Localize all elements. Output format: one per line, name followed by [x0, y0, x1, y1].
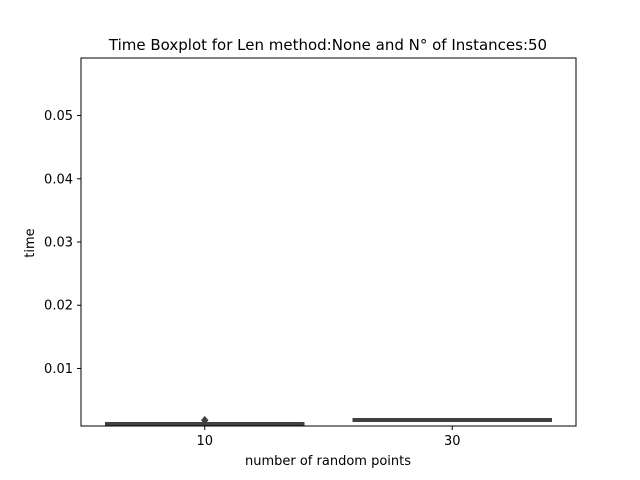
- plot-marks: 0.01 0.02 0.03 0.04 0.05 10 30: [44, 57, 577, 449]
- x-tick-label-1: 30: [444, 434, 461, 449]
- y-axis-label: time: [23, 228, 38, 257]
- y-tick-label-3: 0.04: [44, 172, 73, 187]
- chart-title: Time Boxplot for Len method:None and N° …: [108, 36, 547, 54]
- outlier-10-0: [200, 415, 209, 425]
- y-tick-label-1: 0.02: [44, 299, 73, 314]
- y-tick-label-4: 0.05: [44, 109, 73, 124]
- x-axis-label: number of random points: [245, 454, 411, 469]
- y-tick-label-2: 0.03: [44, 236, 73, 251]
- plot-frame: [80, 57, 577, 427]
- y-tick-label-0: 0.01: [44, 362, 73, 377]
- x-tick-label-0: 10: [196, 434, 213, 449]
